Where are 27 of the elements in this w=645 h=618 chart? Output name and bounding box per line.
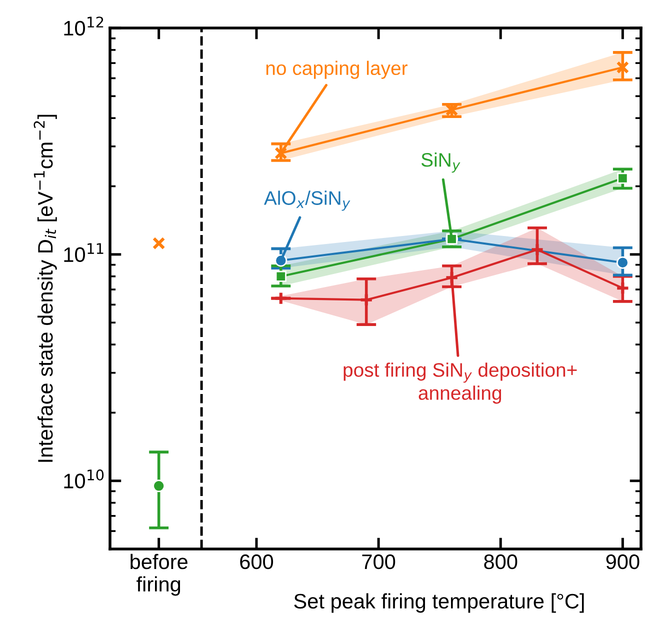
point [152,480,166,492]
y-tick-label: 10$^{12}$ [64,16,104,36]
y-axis-title: Interface state density D$_{it}$ [eV$^{−1}$cm$^{−2}$] [34,114,57,462]
point [359,292,374,307]
text: AlO$_{x}$/SiN$_{y}$ [264,190,350,211]
point [274,254,288,267]
y-tick-label: 10$^{11}$ [64,243,104,262]
point [530,242,544,257]
point [444,270,459,285]
x-tick-label: 700 [362,554,396,570]
x-tick-label: before firing [130,554,188,596]
point [616,60,630,74]
x-tick-label: 800 [484,554,518,570]
text: post firing SiN$_{y}$ deposition+ annealing [344,362,577,404]
text: no capping layer [266,60,408,79]
point [274,146,288,160]
point [274,291,288,306]
y-tick-label: 10$^{10}$ [64,469,104,488]
point [616,256,629,269]
point [616,281,630,296]
point [275,270,286,282]
x-axis-title: Set peak firing temperature [°C] [294,593,584,613]
point [152,236,166,250]
x-tick-label: 900 [606,554,640,570]
x-tick-label: 600 [240,554,274,570]
text: SiN$_{y}$ [421,152,460,173]
point [617,172,628,184]
